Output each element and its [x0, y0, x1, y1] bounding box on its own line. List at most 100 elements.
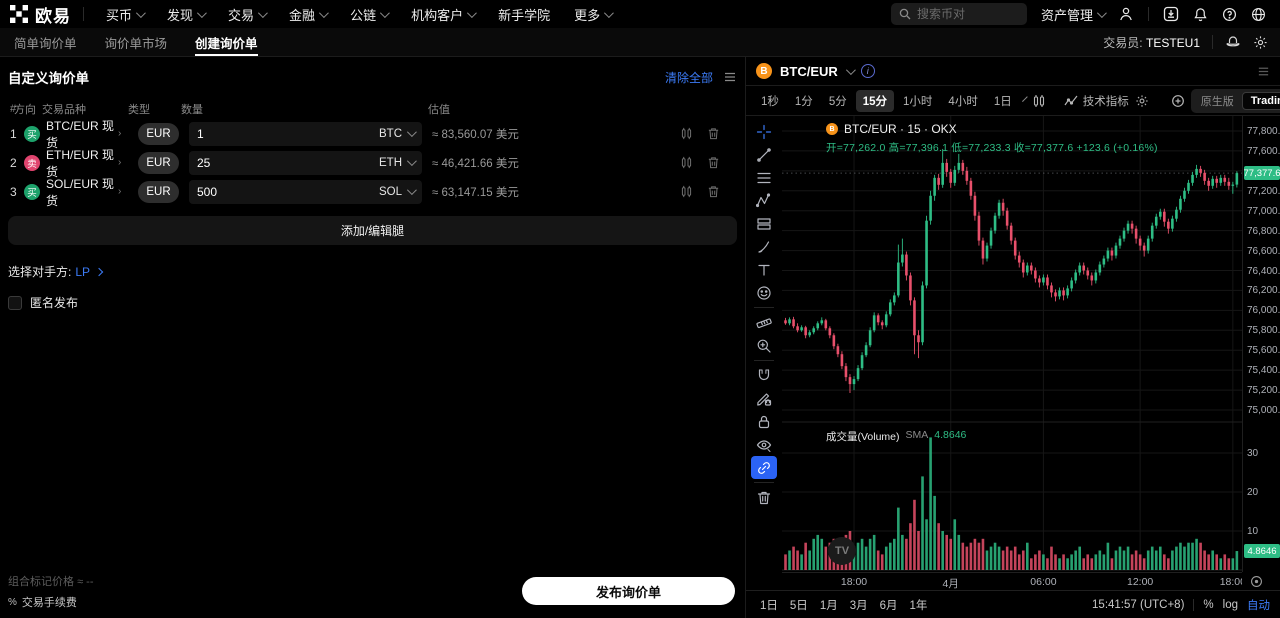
search-box[interactable] [890, 3, 1027, 25]
ruler-icon[interactable] [751, 311, 777, 334]
chevron-right-icon[interactable]: › [118, 186, 122, 197]
currency-pill[interactable]: EUR [138, 122, 179, 145]
notifications-bell-icon[interactable] [1193, 7, 1208, 22]
hide-drawings-icon[interactable] [751, 433, 777, 456]
nav-item-新手学院[interactable]: 新手学院 [486, 0, 562, 28]
settings-gear-icon[interactable] [1253, 35, 1268, 50]
long-position-icon[interactable] [751, 212, 777, 235]
leg-index: 1 [10, 126, 17, 141]
timeframe-5分[interactable]: 5分 [828, 95, 847, 108]
indicators-button[interactable]: 技术指标 [1064, 93, 1129, 109]
brand[interactable]: 欧易 [0, 2, 83, 27]
nav-item-买币[interactable]: 买币 [94, 0, 155, 28]
leg-pair-label: ETH/EUR 现货 [46, 147, 115, 179]
amount-input[interactable] [197, 155, 379, 170]
download-app-icon[interactable] [1163, 6, 1179, 22]
info-icon[interactable]: i [860, 64, 875, 78]
panel-menu-icon[interactable] [723, 70, 737, 84]
currency-pill[interactable]: EUR [138, 151, 179, 174]
lock-icon[interactable] [751, 410, 777, 433]
profile-icon[interactable] [1118, 6, 1134, 22]
timeframe-4小时[interactable]: 4小时 [948, 95, 978, 108]
unit-dropdown[interactable]: ETH [379, 156, 417, 169]
chevron-down-icon[interactable] [1021, 96, 1028, 102]
mini-chart-icon[interactable] [680, 127, 693, 140]
range-3月[interactable]: 3月 [849, 599, 868, 612]
chart-symbol[interactable]: BTC/EUR [780, 63, 838, 79]
tab-简单询价单[interactable]: 简单询价单 [14, 36, 77, 51]
counterparty-link[interactable]: LP [75, 264, 91, 279]
nav-item-更多[interactable]: 更多 [562, 0, 623, 28]
side-badge: 买 [24, 183, 40, 200]
mini-chart-icon[interactable] [680, 156, 693, 169]
crosshair-icon[interactable] [751, 120, 777, 143]
compare-icon[interactable] [1167, 94, 1189, 108]
price-axis[interactable]: 77,800.077,600.077,400.077,200.077,000.0… [1242, 116, 1280, 572]
zoom-in-icon[interactable] [751, 334, 777, 357]
log-scale-button[interactable]: log [1222, 598, 1238, 611]
nav-item-交易[interactable]: 交易 [216, 0, 277, 28]
chart-header-menu-icon[interactable] [1257, 65, 1270, 78]
nav-item-公链[interactable]: 公链 [338, 0, 399, 28]
nav-item-金融[interactable]: 金融 [277, 0, 338, 28]
tab-创建询价单[interactable]: 创建询价单 [181, 28, 272, 56]
add-edit-leg-button[interactable]: 添加/编辑腿 [8, 216, 737, 245]
time-axis[interactable]: 18:00 4月 06:00 12:00 18:00 [782, 572, 1242, 590]
chart-clock[interactable]: 15:41:57 (UTC+8) [1092, 598, 1185, 611]
timeframe-15分[interactable]: 15分 [855, 89, 895, 112]
publish-rfq-button[interactable]: 发布询价单 [522, 577, 735, 605]
range-1月[interactable]: 1月 [819, 599, 838, 612]
anonymous-checkbox[interactable] [8, 295, 22, 310]
amount-input[interactable] [197, 126, 379, 141]
nav-item-label: 交易 [228, 7, 255, 23]
hat-icon[interactable] [1225, 34, 1241, 50]
delete-leg-icon[interactable] [707, 127, 720, 140]
chart-settings-gear-icon[interactable] [1131, 94, 1153, 108]
nav-item-发现[interactable]: 发现 [155, 0, 216, 28]
range-6月[interactable]: 6月 [879, 599, 898, 612]
currency-pill[interactable]: EUR [138, 180, 179, 203]
xabcd-pattern-icon[interactable] [751, 189, 777, 212]
tradingview-version-option[interactable]: TradingView [1241, 91, 1280, 110]
text-icon[interactable] [751, 258, 777, 281]
timeframe-1分[interactable]: 1分 [794, 95, 813, 108]
delete-leg-icon[interactable] [707, 156, 720, 169]
help-icon[interactable] [1222, 7, 1237, 22]
brush-icon[interactable] [751, 235, 777, 258]
range-1日[interactable]: 1日 [760, 599, 778, 612]
percent-scale-button[interactable]: % [1203, 598, 1214, 611]
timeframe-1小时[interactable]: 1小时 [903, 95, 933, 108]
chevron-down-icon [196, 7, 207, 18]
range-5日[interactable]: 5日 [789, 599, 808, 612]
chevron-right-icon[interactable]: › [118, 157, 122, 168]
delete-leg-icon[interactable] [707, 185, 720, 198]
native-version-option[interactable]: 原生版 [1200, 95, 1234, 108]
scroll-to-realtime-icon[interactable] [1250, 575, 1263, 588]
assets-menu[interactable]: 资产管理 [1041, 5, 1107, 24]
amount-input[interactable] [197, 184, 379, 199]
timeframe-1秒[interactable]: 1秒 [761, 95, 779, 108]
range-1年[interactable]: 1年 [909, 599, 928, 612]
nav-item-机构客户[interactable]: 机构客户 [399, 0, 486, 28]
clear-all-button[interactable]: 清除全部 [664, 70, 713, 85]
trash-icon[interactable] [751, 486, 777, 509]
link-icon[interactable] [751, 456, 777, 479]
edit-drawing-icon[interactable] [751, 387, 777, 410]
magnet-icon[interactable] [751, 364, 777, 387]
candle-style-icon[interactable] [1028, 94, 1050, 108]
amount-field: SOL [189, 179, 422, 204]
language-globe-icon[interactable] [1251, 7, 1266, 22]
tab-询价单市场[interactable]: 询价单市场 [104, 36, 168, 51]
unit-dropdown[interactable]: SOL [379, 185, 417, 198]
mini-chart-icon[interactable] [680, 185, 693, 198]
trend-line-icon[interactable] [751, 143, 777, 166]
auto-scale-button[interactable]: 自动 [1247, 599, 1270, 612]
fib-retracement-icon[interactable] [751, 166, 777, 189]
candlestick-chart[interactable]: B BTC/EUR · 15 · OKX 开=77,262.0 高=77,396… [782, 116, 1242, 572]
chevron-right-icon[interactable]: › [118, 128, 122, 139]
search-input[interactable] [916, 7, 1017, 21]
timeframe-1日[interactable]: 1日 [993, 95, 1012, 108]
emoji-icon[interactable] [751, 281, 777, 304]
chevron-down-icon[interactable] [845, 64, 856, 75]
unit-dropdown[interactable]: BTC [379, 127, 417, 140]
